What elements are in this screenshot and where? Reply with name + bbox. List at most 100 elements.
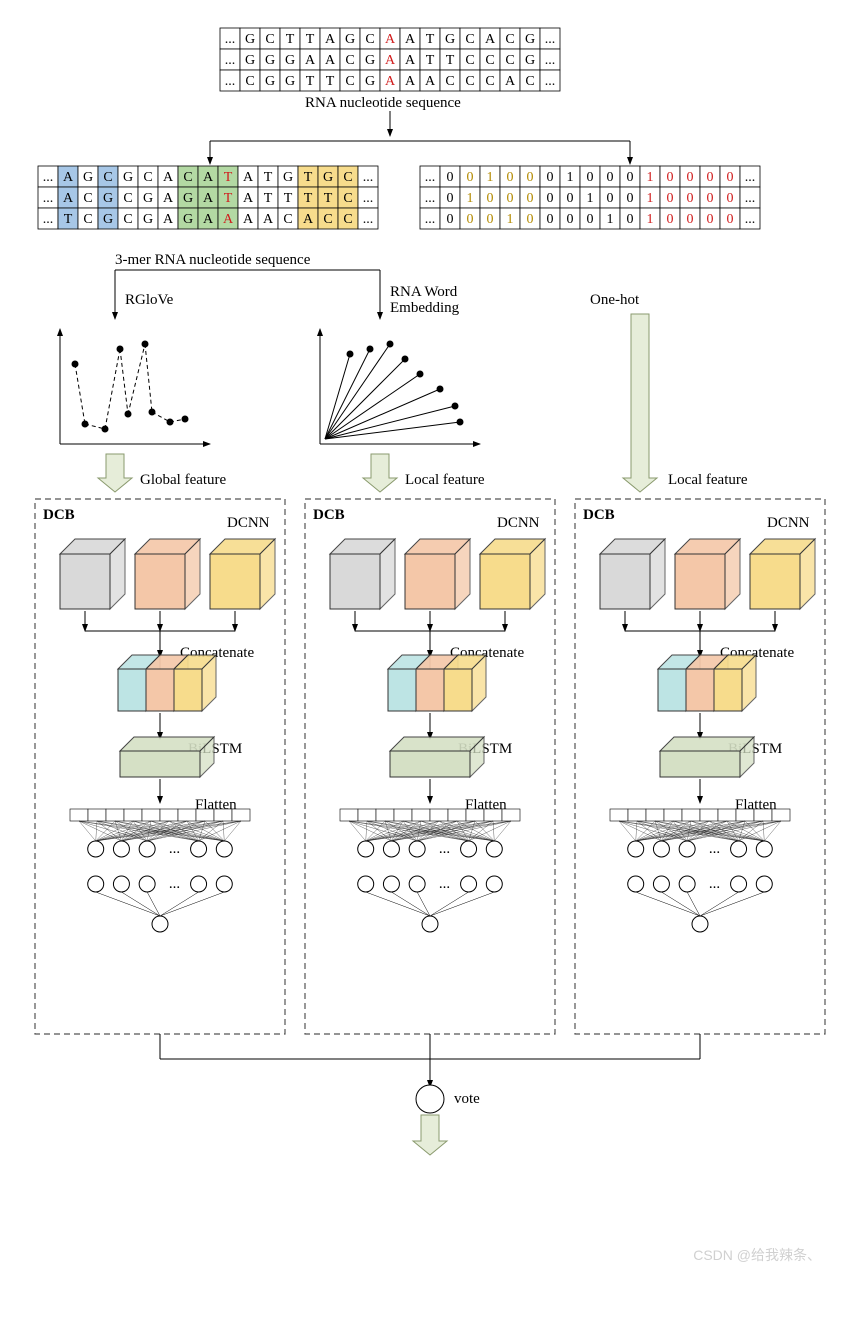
- svg-text:0: 0: [727, 170, 734, 185]
- svg-text:0: 0: [507, 191, 514, 206]
- svg-text:0: 0: [687, 212, 694, 227]
- svg-text:A: A: [243, 212, 254, 227]
- svg-text:C: C: [343, 191, 352, 206]
- svg-text:G: G: [283, 170, 293, 185]
- svg-text:C: C: [343, 212, 352, 227]
- svg-text:0: 0: [687, 170, 694, 185]
- svg-text:RNA WordEmbedding: RNA WordEmbedding: [390, 284, 460, 316]
- svg-text:G: G: [143, 212, 153, 227]
- svg-text:C: C: [345, 74, 354, 89]
- svg-text:0: 0: [707, 212, 714, 227]
- svg-text:A: A: [385, 53, 396, 68]
- svg-text:DCNN: DCNN: [767, 515, 810, 531]
- svg-text:C: C: [283, 212, 292, 227]
- svg-text:A: A: [223, 212, 234, 227]
- svg-text:G: G: [285, 53, 295, 68]
- svg-text:A: A: [325, 53, 336, 68]
- svg-text:G: G: [183, 191, 193, 206]
- svg-text:0: 0: [547, 170, 554, 185]
- svg-text:G: G: [365, 53, 375, 68]
- svg-text:DCB: DCB: [583, 507, 615, 523]
- svg-text:C: C: [323, 212, 332, 227]
- svg-text:T: T: [326, 74, 335, 89]
- svg-text:...: ...: [225, 74, 236, 89]
- svg-text:0: 0: [567, 212, 574, 227]
- svg-text:A: A: [203, 191, 214, 206]
- svg-text:...: ...: [225, 53, 236, 68]
- svg-text:0: 0: [707, 170, 714, 185]
- svg-text:1: 1: [467, 191, 474, 206]
- svg-text:0: 0: [467, 170, 474, 185]
- svg-text:0: 0: [607, 170, 614, 185]
- svg-text:G: G: [245, 53, 255, 68]
- svg-text:...: ...: [745, 212, 756, 227]
- svg-text:3-mer RNA nucleotide sequence: 3-mer RNA nucleotide sequence: [115, 252, 311, 268]
- svg-text:C: C: [123, 191, 132, 206]
- svg-text:...: ...: [709, 841, 720, 857]
- svg-text:C: C: [245, 74, 254, 89]
- svg-text:G: G: [103, 212, 113, 227]
- svg-text:1: 1: [647, 212, 654, 227]
- watermark: CSDN @给我辣条、: [693, 1245, 821, 1265]
- svg-text:0: 0: [667, 212, 674, 227]
- svg-text:C: C: [465, 32, 474, 47]
- svg-text:T: T: [284, 191, 293, 206]
- svg-text:C: C: [465, 74, 474, 89]
- svg-text:0: 0: [627, 170, 634, 185]
- svg-text:...: ...: [545, 32, 556, 47]
- svg-text:G: G: [123, 170, 133, 185]
- svg-text:C: C: [83, 191, 92, 206]
- svg-text:...: ...: [709, 876, 720, 892]
- svg-text:A: A: [203, 170, 214, 185]
- svg-text:0: 0: [447, 170, 454, 185]
- svg-text:G: G: [323, 170, 333, 185]
- svg-text:A: A: [163, 170, 174, 185]
- svg-text:Local feature: Local feature: [405, 472, 485, 488]
- svg-text:C: C: [83, 212, 92, 227]
- svg-text:A: A: [505, 74, 516, 89]
- svg-text:RNA nucleotide sequence: RNA nucleotide sequence: [305, 95, 461, 111]
- svg-text:0: 0: [527, 170, 534, 185]
- svg-text:...: ...: [745, 170, 756, 185]
- svg-text:A: A: [385, 74, 396, 89]
- svg-text:G: G: [365, 74, 375, 89]
- svg-text:Local feature: Local feature: [668, 472, 748, 488]
- svg-text:1: 1: [647, 191, 654, 206]
- svg-text:T: T: [426, 53, 435, 68]
- svg-text:...: ...: [363, 170, 374, 185]
- svg-text:0: 0: [687, 191, 694, 206]
- svg-text:0: 0: [607, 191, 614, 206]
- svg-text:A: A: [405, 53, 416, 68]
- svg-text:...: ...: [169, 876, 180, 892]
- svg-text:0: 0: [467, 212, 474, 227]
- svg-text:A: A: [63, 170, 74, 185]
- svg-text:C: C: [485, 74, 494, 89]
- svg-text:T: T: [264, 170, 273, 185]
- svg-text:0: 0: [627, 191, 634, 206]
- svg-text:0: 0: [447, 191, 454, 206]
- svg-text:G: G: [83, 170, 93, 185]
- svg-text:0: 0: [567, 191, 574, 206]
- svg-text:...: ...: [169, 841, 180, 857]
- svg-text:A: A: [425, 74, 436, 89]
- svg-text:0: 0: [547, 191, 554, 206]
- svg-text:C: C: [505, 53, 514, 68]
- svg-text:...: ...: [439, 876, 450, 892]
- svg-text:1: 1: [647, 170, 654, 185]
- svg-text:T: T: [426, 32, 435, 47]
- svg-text:C: C: [143, 170, 152, 185]
- svg-text:0: 0: [487, 212, 494, 227]
- svg-text:...: ...: [545, 53, 556, 68]
- svg-text:C: C: [103, 170, 112, 185]
- svg-text:0: 0: [727, 191, 734, 206]
- svg-text:RGloVe: RGloVe: [125, 292, 174, 308]
- svg-text:T: T: [264, 191, 273, 206]
- svg-text:T: T: [306, 74, 315, 89]
- svg-text:...: ...: [363, 212, 374, 227]
- svg-text:1: 1: [587, 191, 594, 206]
- svg-text:0: 0: [587, 212, 594, 227]
- svg-text:G: G: [245, 32, 255, 47]
- svg-text:A: A: [163, 212, 174, 227]
- svg-text:G: G: [183, 212, 193, 227]
- svg-text:1: 1: [487, 170, 494, 185]
